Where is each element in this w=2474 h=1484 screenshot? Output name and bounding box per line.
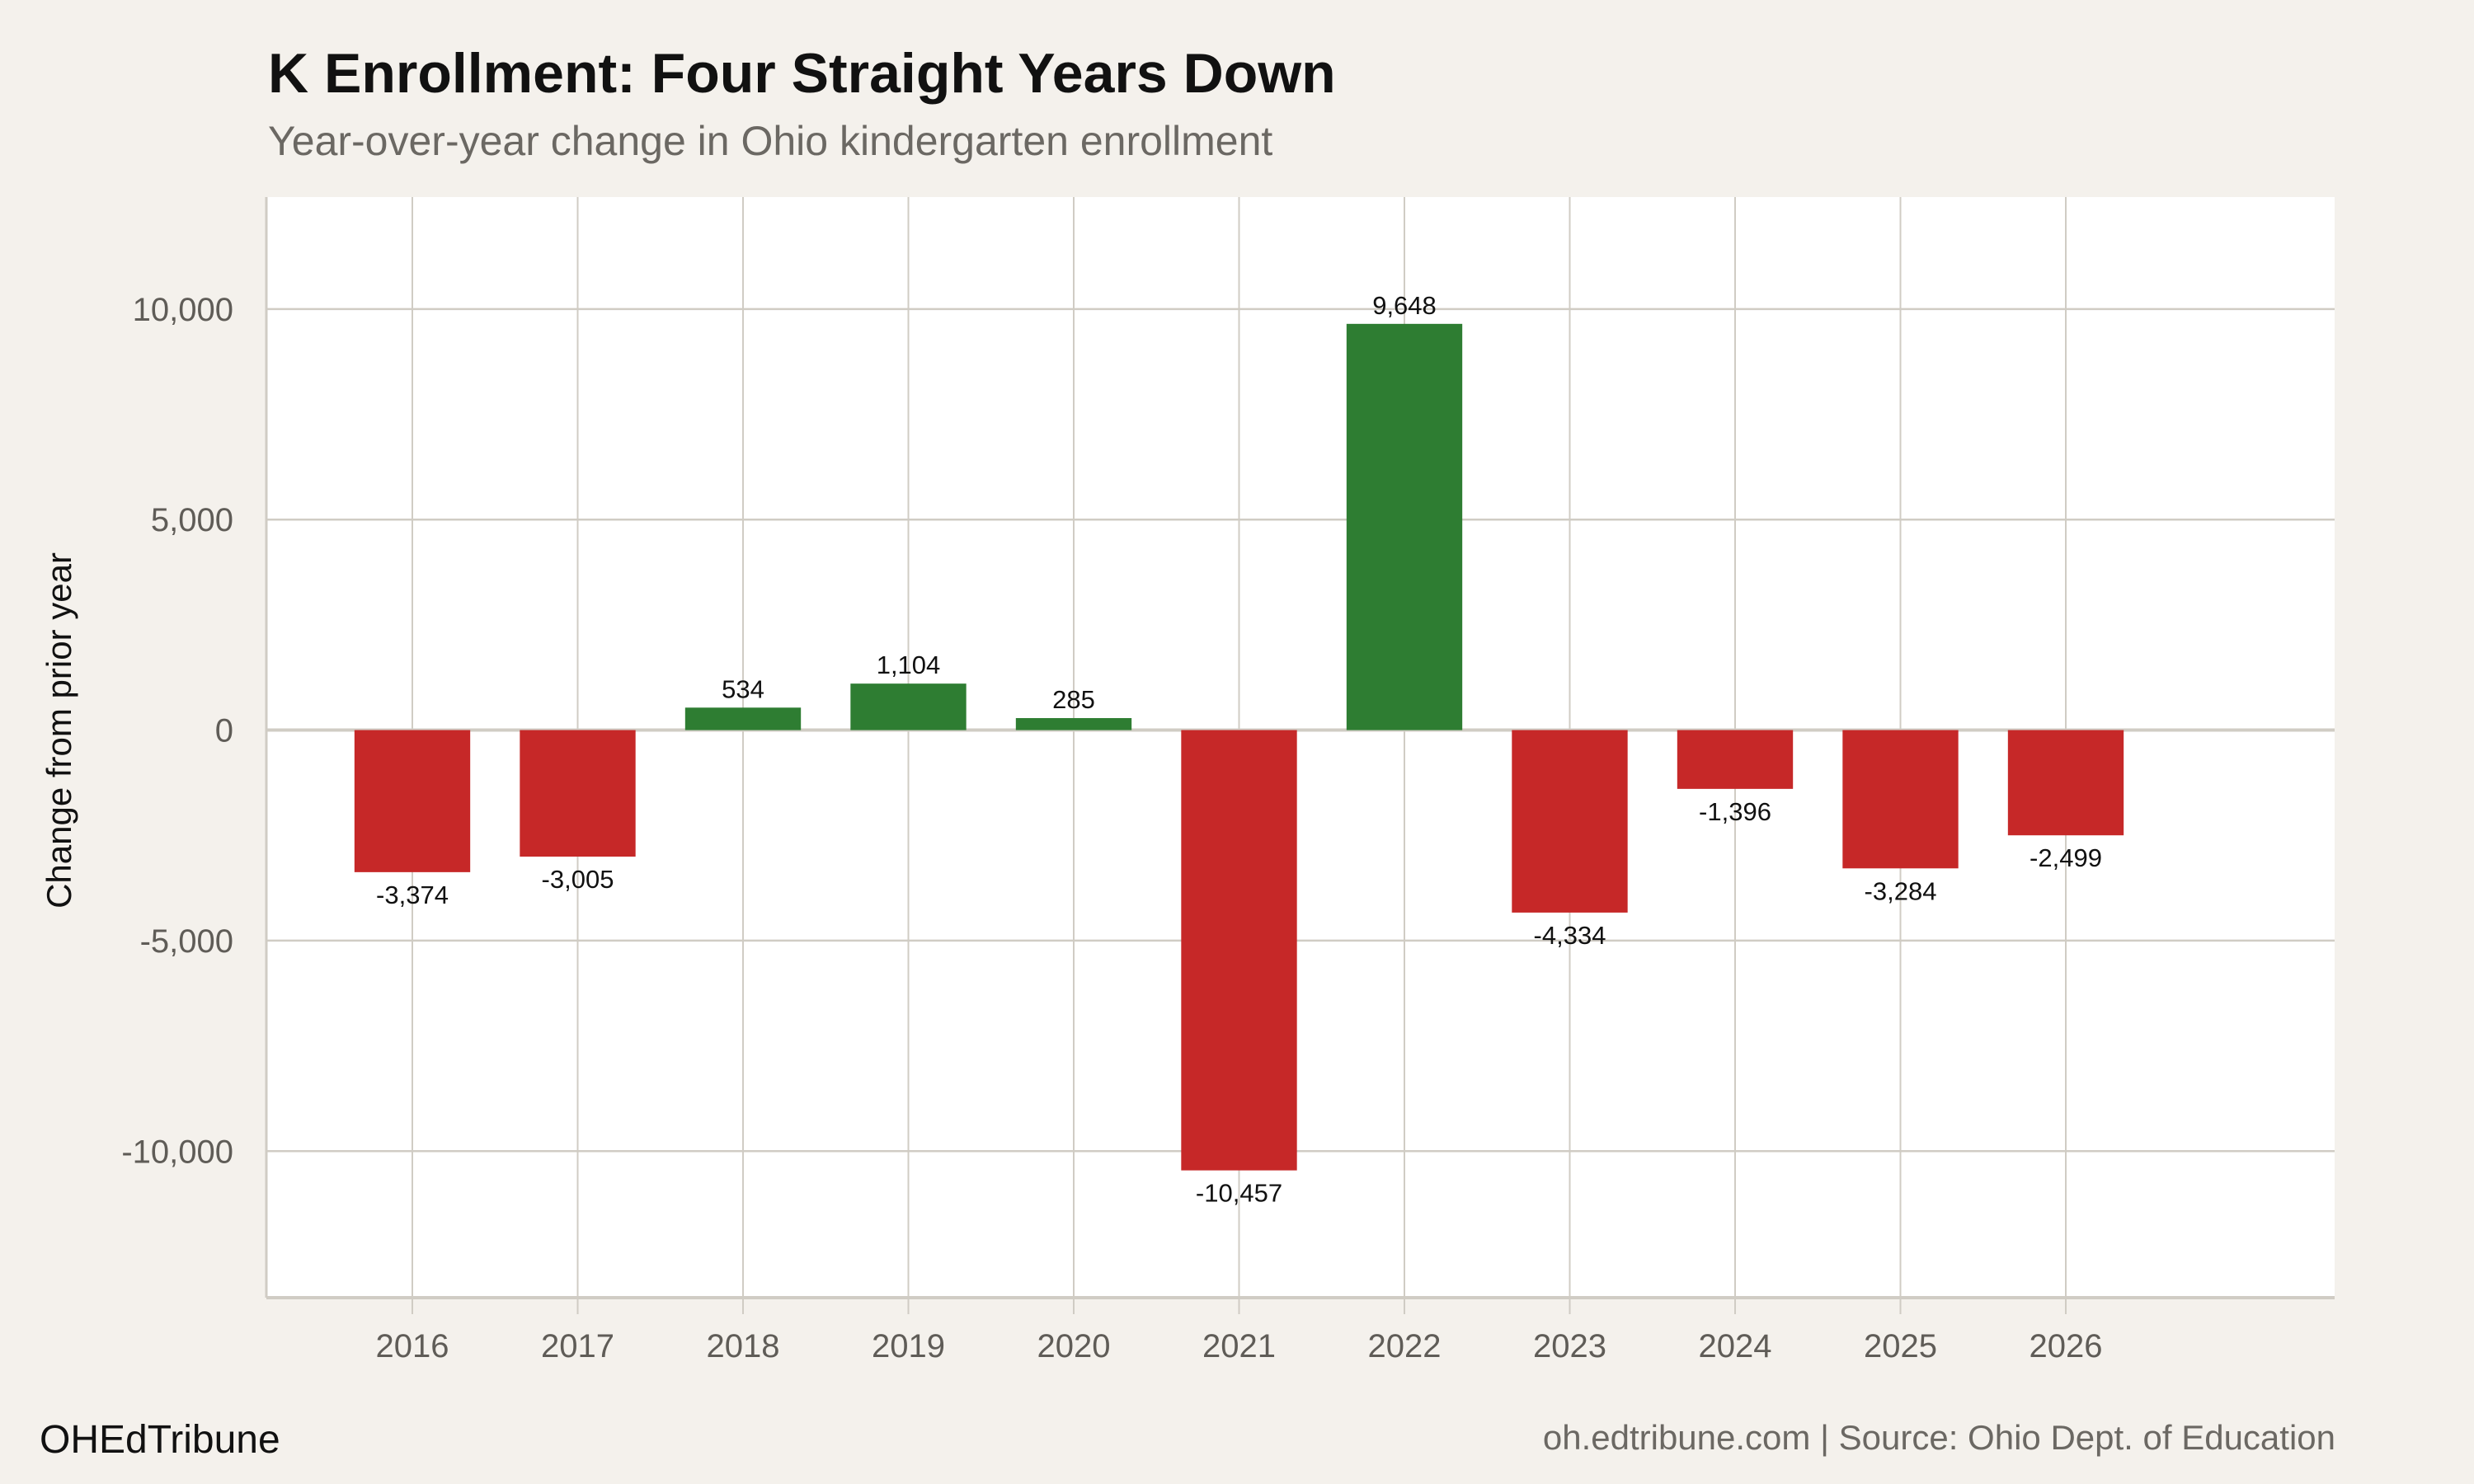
x-tick-label: 2018 [707, 1328, 780, 1364]
x-tick-label: 2026 [2030, 1328, 2103, 1364]
y-tick-label: -5,000 [140, 923, 233, 960]
x-tick-label: 2022 [1368, 1328, 1442, 1364]
data-label-2022: 9,648 [1372, 291, 1437, 320]
brand-logo-text: OHEdTribune [40, 1418, 280, 1462]
bars [354, 323, 2124, 1171]
bar-2025 [1842, 730, 1959, 869]
y-tick-label: 10,000 [133, 292, 233, 328]
data-label-2019: 1,104 [877, 650, 941, 679]
bar-2021 [1181, 730, 1297, 1171]
bar-2022 [1346, 323, 1463, 730]
data-label-2026: -2,499 [2030, 843, 2102, 872]
x-tick-label: 2017 [541, 1328, 614, 1364]
chart-title: K Enrollment: Four Straight Years Down [268, 42, 1336, 105]
data-label-2021: -10,457 [1196, 1179, 1282, 1208]
bar-2016 [354, 730, 471, 872]
data-label-2024: -1,396 [1699, 797, 1771, 826]
bar-2019 [850, 683, 967, 730]
data-label-2020: 285 [1052, 685, 1095, 714]
bar-2017 [520, 730, 636, 857]
bar-2023 [1512, 730, 1628, 913]
bar-2026 [2007, 730, 2124, 836]
data-label-2025: -3,284 [1865, 876, 1937, 905]
x-tick-label: 2019 [872, 1328, 945, 1364]
data-label-2018: 534 [722, 674, 764, 703]
data-label-2023: -4,334 [1534, 921, 1606, 950]
x-tick-label: 2016 [376, 1328, 449, 1364]
bar-2020 [1015, 718, 1132, 730]
x-tick-label: 2021 [1202, 1328, 1276, 1364]
data-label-2017: -3,005 [542, 865, 614, 894]
bar-2024 [1677, 730, 1794, 789]
chart-subtitle: Year-over-year change in Ohio kindergart… [268, 118, 1272, 164]
source-note: oh.edtribune.com | Source: Ohio Dept. of… [1543, 1418, 2335, 1457]
x-tick-label: 2024 [1699, 1328, 1772, 1364]
x-tick-label: 2020 [1037, 1328, 1111, 1364]
y-tick-label: -10,000 [121, 1134, 233, 1170]
x-tick-label: 2023 [1533, 1328, 1606, 1364]
x-tick-label: 2025 [1864, 1328, 1937, 1364]
data-label-2016: -3,374 [376, 881, 449, 909]
y-tick-label: 0 [215, 713, 233, 749]
axes: -10,000 -5,000 0 5,000 10,000 2016 2017 2018 201… [121, 197, 2335, 1364]
y-tick-label: 5,000 [151, 502, 233, 538]
bar-2018 [684, 707, 802, 730]
y-axis-label: Change from prior year [40, 552, 78, 909]
data-labels: -3,374 -3,005 534 1,104 285 -10,457 9,648 -4,33… [376, 291, 2102, 1208]
